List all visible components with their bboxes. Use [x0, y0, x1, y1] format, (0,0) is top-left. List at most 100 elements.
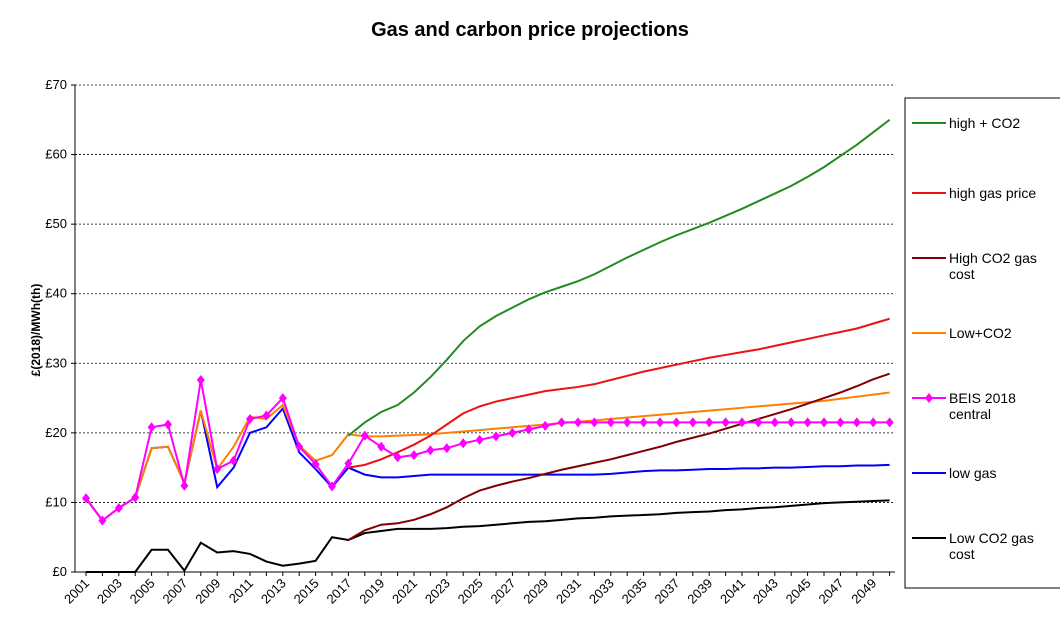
data-point [836, 417, 845, 428]
series-line [85, 379, 890, 522]
data-point [246, 413, 254, 424]
y-tick-label: £40 [45, 286, 67, 301]
data-point [852, 417, 861, 428]
legend-label: low gas [949, 465, 997, 481]
legend-label: Low+CO2 [949, 325, 1012, 341]
data-point [147, 422, 156, 433]
data-point [820, 417, 828, 428]
data-point [180, 480, 189, 491]
data-point [885, 417, 894, 428]
x-tick-label: 2033 [586, 576, 617, 607]
x-tick-label: 2005 [127, 576, 158, 607]
data-point [82, 493, 90, 504]
data-point [393, 452, 402, 463]
data-point [229, 455, 238, 466]
data-point [164, 419, 172, 430]
y-tick-label: £50 [45, 216, 67, 231]
x-tick-label: 2013 [258, 576, 289, 607]
x-tick-label: 2035 [619, 576, 650, 607]
x-tick-label: 2007 [159, 576, 190, 607]
data-point [639, 417, 648, 428]
series-line [85, 391, 890, 522]
y-tick-label: £70 [45, 77, 67, 92]
series-line [348, 317, 890, 469]
data-point [606, 417, 615, 428]
data-point [705, 417, 714, 428]
legend-marker [925, 393, 933, 403]
y-tick-label: £10 [45, 494, 67, 509]
data-point [623, 417, 632, 428]
data-point [541, 420, 550, 431]
x-tick-label: 2011 [226, 576, 256, 606]
data-point [98, 515, 107, 526]
data-point [475, 434, 484, 445]
x-tick-label: 2031 [553, 576, 584, 607]
data-point [114, 502, 123, 513]
series-line [86, 499, 890, 573]
data-point [672, 417, 681, 428]
x-tick-label: 2041 [717, 576, 748, 607]
legend-label: high + CO2 [949, 115, 1021, 131]
data-point [492, 431, 500, 442]
data-point [770, 417, 779, 428]
data-point [410, 450, 418, 461]
data-point [426, 445, 435, 456]
legend-box [904, 97, 1060, 589]
data-point [442, 443, 451, 454]
x-tick-label: 2037 [651, 576, 682, 607]
data-point [721, 417, 730, 428]
data-point [213, 464, 222, 475]
y-tick-label: £60 [45, 147, 67, 162]
y-tick-label: £30 [45, 355, 67, 370]
data-point [295, 441, 304, 452]
data-point [688, 417, 697, 428]
data-point [574, 417, 582, 428]
x-tick-label: 2043 [750, 576, 781, 607]
x-tick-label: 2023 [422, 576, 453, 607]
data-point [754, 417, 763, 428]
data-point [869, 417, 878, 428]
x-tick-label: 2049 [848, 576, 879, 607]
data-point [360, 430, 369, 441]
series-line [347, 118, 891, 437]
legend-label: high gas price [949, 185, 1037, 201]
x-tick-label: 2039 [684, 576, 715, 607]
data-point [508, 427, 517, 438]
data-point [738, 417, 746, 428]
legend-label: Low CO2 gas cost [949, 530, 1034, 562]
data-point [262, 410, 271, 421]
legend-label: BEIS 2018 central [949, 390, 1016, 422]
data-point [656, 417, 664, 428]
data-point [196, 374, 205, 385]
data-point [377, 441, 386, 452]
data-point [328, 481, 336, 492]
chart-title: Gas and carbon price projections [371, 19, 689, 41]
x-tick-label: 2017 [323, 576, 354, 607]
x-tick-label: 2009 [192, 576, 223, 607]
series-line [85, 406, 890, 522]
series-line [347, 372, 890, 541]
x-tick-label: 2021 [389, 576, 420, 607]
data-point [557, 417, 566, 428]
x-tick-label: 2029 [520, 576, 551, 607]
x-tick-label: 2047 [815, 576, 846, 607]
x-tick-label: 2045 [783, 576, 814, 607]
data-point [311, 459, 320, 470]
x-tick-label: 2003 [94, 576, 125, 607]
data-point [278, 393, 287, 404]
data-point [590, 417, 599, 428]
data-point [787, 417, 796, 428]
data-point [803, 417, 812, 428]
x-tick-label: 2001 [61, 576, 92, 607]
y-tick-label: £0 [53, 564, 67, 579]
data-point [344, 458, 353, 469]
x-tick-label: 2019 [356, 576, 387, 607]
data-point [131, 492, 140, 503]
y-axis-label: £(2018)/MWh(th) [29, 284, 43, 377]
data-point [459, 438, 468, 449]
data-point [524, 424, 533, 435]
y-tick-label: £20 [45, 425, 67, 440]
x-tick-label: 2027 [487, 576, 518, 607]
